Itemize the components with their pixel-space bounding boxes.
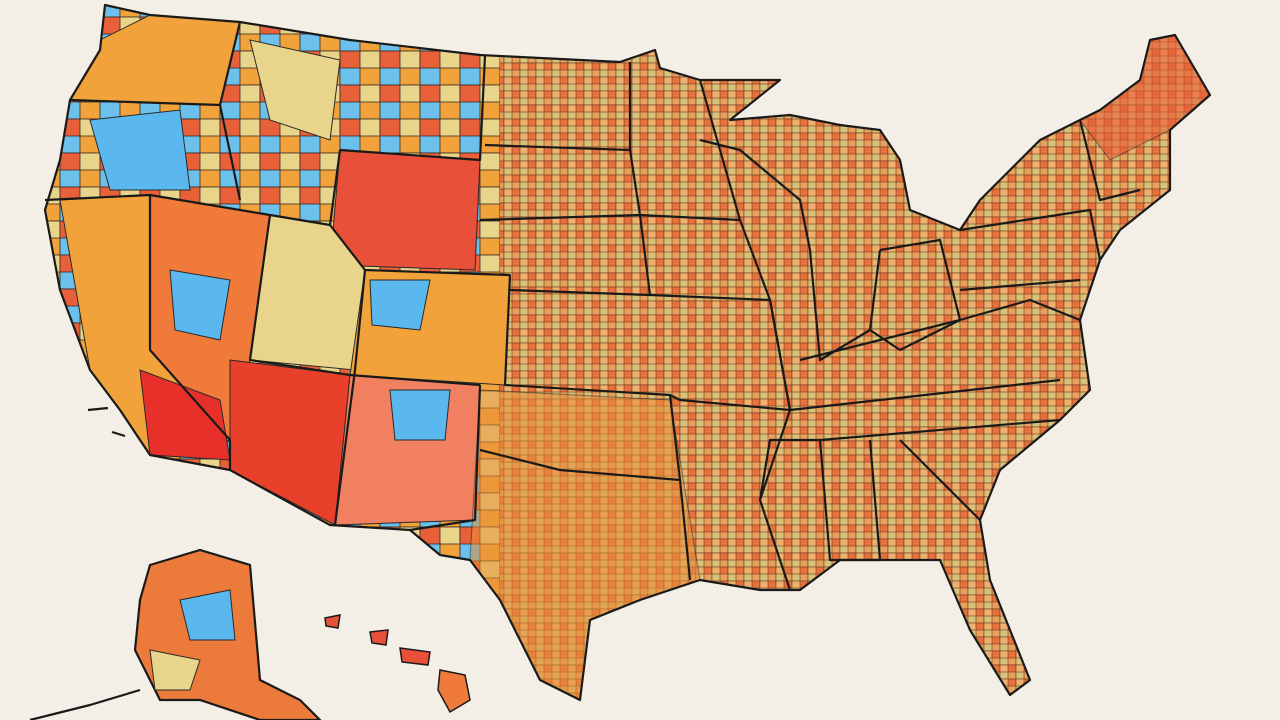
state-border: [479, 274, 682, 482]
alaska: [29, 548, 322, 720]
california-islands: [87, 406, 126, 438]
state-border: [819, 418, 1061, 442]
state-border: [148, 195, 232, 470]
state-border: [1078, 119, 1141, 202]
hawaii-island: [369, 629, 389, 646]
state-border: [758, 438, 820, 501]
state-border: [509, 149, 652, 297]
region-patch: [369, 279, 431, 331]
island: [111, 430, 126, 438]
region-patch: [169, 269, 231, 341]
state-border: [789, 378, 1061, 412]
state-border: [69, 98, 221, 107]
state-border: [698, 79, 792, 591]
state-border: [218, 21, 242, 201]
state-border: [409, 384, 482, 532]
state-border: [248, 214, 481, 387]
region-patch: [179, 589, 236, 641]
aleutian-chain: [29, 688, 141, 720]
state-borders: [44, 21, 1141, 591]
hawaii-island: [437, 669, 471, 714]
hawaii-island: [324, 614, 341, 629]
state-border: [959, 278, 1081, 292]
island: [87, 406, 109, 412]
state-border: [678, 479, 692, 581]
state-border: [339, 54, 487, 162]
state-border: [333, 269, 367, 526]
state-border: [44, 193, 331, 227]
region-patch: [249, 39, 341, 141]
state-border: [899, 439, 981, 521]
state-border: [808, 249, 882, 362]
state-border: [328, 149, 511, 277]
region-patch: [149, 649, 201, 691]
region-patch: [89, 109, 191, 191]
hawaii-island: [399, 647, 431, 666]
state-border: [699, 138, 812, 251]
region-patch: [389, 389, 451, 441]
region-patch: [59, 14, 241, 106]
hawaii: [324, 614, 471, 714]
region-patch: [1079, 34, 1210, 161]
state-border: [959, 208, 1102, 261]
state-border: [818, 439, 882, 562]
state-border: [799, 298, 1081, 362]
region-patch: [229, 359, 351, 526]
region-patch: [329, 149, 481, 271]
